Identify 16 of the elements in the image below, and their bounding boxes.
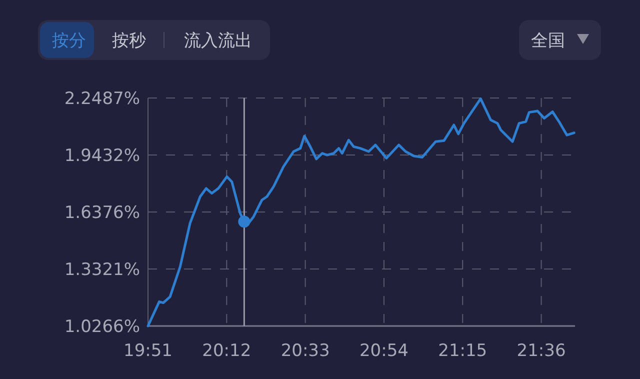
x-tick-label: 21:36 — [516, 341, 566, 361]
x-tick-label: 20:33 — [280, 341, 330, 361]
y-tick-label: 1.3321% — [64, 260, 140, 280]
line-series — [146, 97, 576, 328]
y-tick-label: 1.9432% — [64, 146, 140, 166]
text: 流入流出 — [184, 31, 252, 51]
x-tick-label: 20:54 — [359, 341, 408, 361]
x-tick-label: 21:15 — [438, 341, 488, 361]
text: 按秒 — [112, 31, 146, 51]
text: 按分 — [52, 31, 86, 51]
y-tick-label: 1.6376% — [64, 202, 140, 223]
y-tick-label: 2.2487% — [64, 88, 140, 109]
x-tick-label: 19:51 — [124, 341, 172, 361]
y-tick-label: 1.0266% — [64, 316, 140, 337]
x-tick-label: 20:12 — [202, 341, 252, 361]
text: 全国 — [531, 31, 565, 51]
